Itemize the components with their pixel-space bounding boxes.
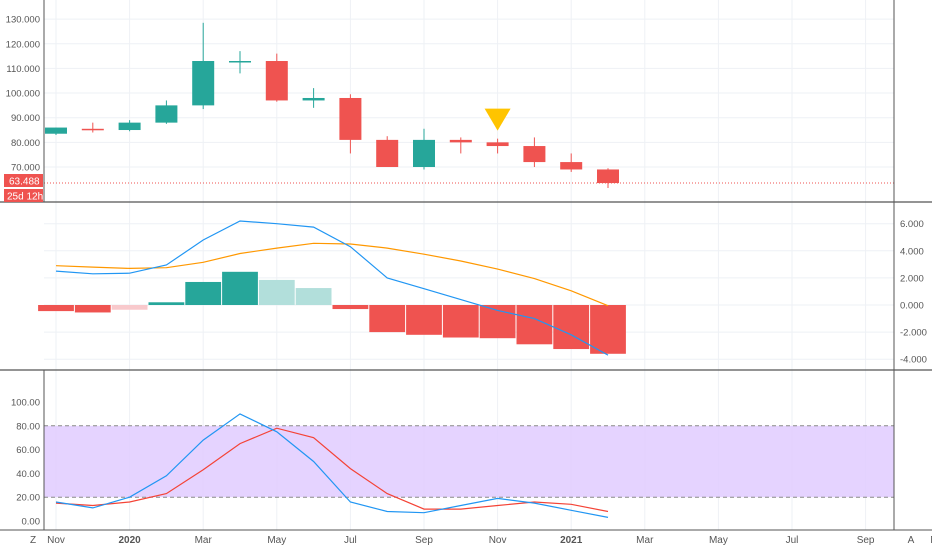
- candle: [523, 137, 546, 167]
- histogram-bar: [332, 305, 369, 310]
- candle: [81, 122, 104, 133]
- price-pane[interactable]: [44, 22, 894, 188]
- macd-tick-label: -4.000: [900, 355, 927, 366]
- candle: [45, 127, 67, 135]
- candle-body: [486, 142, 509, 147]
- macd-tick-label: 2.000: [900, 273, 924, 284]
- macd-tick-label: 6.000: [900, 219, 924, 230]
- candle-body: [339, 97, 362, 140]
- last-price-badge: 63.488 25d 12h: [4, 174, 43, 203]
- candle-body: [597, 169, 619, 184]
- candle: [449, 137, 472, 154]
- time-tick-label: Jul: [344, 535, 357, 546]
- histogram-bar: [516, 305, 553, 345]
- candle-body: [155, 105, 178, 123]
- time-tick-label: Jul: [786, 535, 799, 546]
- stoch-tick-label: 80.00: [16, 421, 40, 432]
- histogram-bar: [590, 305, 626, 354]
- candle-body: [81, 128, 104, 131]
- candle-body: [376, 139, 399, 167]
- candle-body: [265, 61, 288, 101]
- macd-tick-label: 0.000: [900, 301, 924, 312]
- price-tick-label: 80.000: [11, 138, 40, 149]
- auto-scale-button[interactable]: A: [908, 535, 915, 546]
- stoch-d-line: [55, 427, 609, 513]
- macd-tick-label: 4.000: [900, 246, 924, 257]
- candle-body: [45, 127, 67, 134]
- candle-body: [229, 61, 251, 63]
- candle: [413, 128, 435, 170]
- histogram-bar: [74, 305, 111, 313]
- candle-body: [560, 162, 583, 170]
- candle-body: [523, 146, 546, 163]
- histogram-bar: [38, 305, 74, 312]
- candle: [118, 120, 141, 132]
- stochastic-pane[interactable]: [44, 413, 894, 518]
- candle: [155, 100, 178, 124]
- time-tick-label: Mar: [195, 535, 213, 546]
- price-tick-label: 110.000: [6, 64, 40, 75]
- candle: [229, 51, 251, 74]
- candle-body: [192, 61, 215, 106]
- histogram-bar: [553, 305, 590, 350]
- stoch-tick-label: 40.00: [16, 469, 40, 480]
- price-tick-label: 130.000: [6, 15, 40, 26]
- time-tick-label: 2021: [560, 535, 583, 546]
- histogram-bar: [369, 305, 406, 333]
- time-tick-label: Sep: [857, 535, 875, 546]
- price-tick-label: 100.000: [6, 89, 40, 100]
- stoch-tick-label: 100.00: [11, 398, 40, 409]
- signal-down-triangle-icon: [484, 108, 511, 131]
- time-tick-label: Mar: [636, 535, 654, 546]
- histogram-bar: [295, 288, 332, 305]
- time-tick-label: Nov: [47, 535, 65, 546]
- candle-body: [449, 139, 472, 143]
- candle: [192, 22, 215, 110]
- stochastic-band: [44, 425, 894, 498]
- time-tick-label: 2020: [118, 535, 141, 546]
- candle-body: [118, 122, 141, 131]
- candle: [339, 94, 362, 154]
- histogram-bar: [111, 305, 148, 310]
- price-tick-label: 70.000: [11, 163, 40, 174]
- time-tick-label: Nov: [489, 535, 507, 546]
- candle: [302, 88, 325, 108]
- histogram-bar: [442, 305, 479, 338]
- candle: [597, 168, 619, 188]
- histogram-bar: [258, 279, 295, 305]
- macd-tick-label: -2.000: [900, 328, 927, 339]
- time-tick-label: Nov: [930, 535, 932, 546]
- histogram-bar: [148, 302, 185, 305]
- price-tick-label: 90.000: [11, 113, 40, 124]
- price-tick-label: 120.000: [6, 39, 40, 50]
- stoch-tick-label: 60.00: [16, 445, 40, 456]
- stoch-tick-label: 0.00: [22, 517, 41, 528]
- candle: [376, 136, 399, 167]
- last-price-label: 63.488: [9, 177, 40, 188]
- time-tick-label: May: [267, 535, 286, 546]
- stoch-tick-label: 20.00: [16, 493, 40, 504]
- histogram-bar: [222, 271, 258, 305]
- candle: [265, 53, 288, 102]
- candle: [560, 153, 583, 172]
- candle-body: [302, 97, 325, 101]
- time-tick-label: Sep: [415, 535, 433, 546]
- histogram-bar: [185, 281, 222, 305]
- signal-line: [55, 242, 609, 307]
- candle: [486, 138, 509, 154]
- macd-pane[interactable]: [38, 220, 626, 356]
- histogram-bar: [406, 305, 442, 335]
- stoch-k-line: [55, 413, 609, 518]
- zoom-button[interactable]: Z: [30, 535, 36, 546]
- time-tick-label: May: [709, 535, 728, 546]
- countdown-label: 25d 12h: [7, 192, 43, 203]
- macd-line: [55, 220, 609, 356]
- candle-body: [413, 139, 435, 167]
